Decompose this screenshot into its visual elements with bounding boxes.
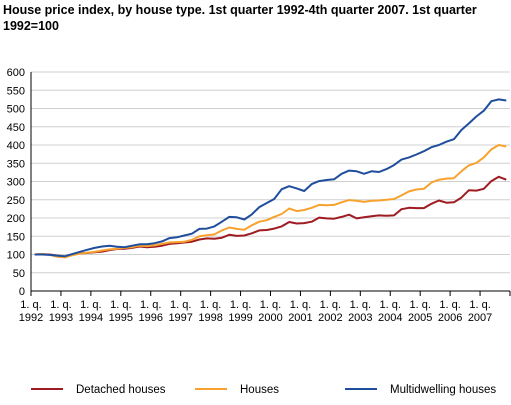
series-line-2 bbox=[34, 144, 507, 259]
y-tick-label: 250 bbox=[7, 195, 25, 207]
x-tick-label-quarter: 1. q. bbox=[50, 299, 71, 311]
x-tick-label-quarter: 1. q. bbox=[200, 299, 221, 311]
legend-label-3: Multidwelling houses bbox=[390, 384, 496, 396]
y-tick-label: 400 bbox=[7, 140, 25, 152]
x-tick-label-year: 1995 bbox=[109, 312, 133, 324]
x-tick-label-year: 1999 bbox=[228, 312, 252, 324]
x-tick-label-year: 1998 bbox=[198, 312, 222, 324]
y-tick-label: 500 bbox=[7, 104, 25, 116]
x-tick-label-quarter: 1. q. bbox=[20, 299, 41, 311]
x-tick-label-year: 2000 bbox=[258, 312, 282, 324]
legend: Detached houses Houses Multidwelling house… bbox=[31, 384, 496, 396]
x-tick-label-year: 1993 bbox=[49, 312, 73, 324]
x-tick-label-quarter: 1. q. bbox=[439, 299, 460, 311]
x-tick-label-quarter: 1. q. bbox=[260, 299, 281, 311]
x-tick-label-quarter: 1. q. bbox=[350, 299, 371, 311]
y-tick-label: 600 bbox=[7, 67, 25, 79]
y-axis: 0 50 100 150 200 250 300 350 400 450 500 550 600 bbox=[7, 67, 32, 298]
y-tick-label: 450 bbox=[7, 122, 25, 134]
x-tick-label-quarter: 1. q. bbox=[110, 299, 131, 311]
y-tick-label: 50 bbox=[13, 268, 25, 280]
x-tick-label-quarter: 1. q. bbox=[80, 299, 101, 311]
x-tick-label-year: 2003 bbox=[348, 312, 372, 324]
x-tick-label-quarter: 1. q. bbox=[320, 299, 341, 311]
x-tick-label-year: 2004 bbox=[378, 312, 402, 324]
series-lines bbox=[34, 98, 507, 259]
legend-label-1: Detached houses bbox=[76, 384, 166, 396]
gridlines bbox=[31, 71, 510, 274]
y-tick-label: 300 bbox=[7, 177, 25, 189]
series-line-1 bbox=[34, 175, 507, 258]
y-tick-label: 550 bbox=[7, 85, 25, 97]
x-tick-label-quarter: 1. q. bbox=[170, 299, 191, 311]
x-tick-label-year: 2002 bbox=[318, 312, 342, 324]
x-tick-label-year: 1996 bbox=[139, 312, 163, 324]
x-tick-label-year: 2005 bbox=[408, 312, 432, 324]
y-tick-label: 150 bbox=[7, 231, 25, 243]
y-tick-label: 350 bbox=[7, 158, 25, 170]
x-tick-label-year: 2001 bbox=[288, 312, 312, 324]
x-tick-label-quarter: 1. q. bbox=[380, 299, 401, 311]
x-tick-label-quarter: 1. q. bbox=[230, 299, 251, 311]
legend-label-2: Houses bbox=[240, 384, 279, 396]
x-tick-label-quarter: 1. q. bbox=[140, 299, 161, 311]
y-tick-label: 0 bbox=[19, 286, 25, 298]
x-tick-label-year: 1997 bbox=[168, 312, 192, 324]
x-tick-label-year: 2006 bbox=[438, 312, 462, 324]
x-tick-label-year: 1992 bbox=[19, 312, 43, 324]
x-tick-label-year: 2007 bbox=[468, 312, 492, 324]
x-tick-label-year: 1994 bbox=[79, 312, 103, 324]
x-tick-label-quarter: 1. q. bbox=[409, 299, 430, 311]
y-tick-label: 100 bbox=[7, 250, 25, 262]
x-tick-label-quarter: 1. q. bbox=[290, 299, 311, 311]
series-line-3 bbox=[34, 98, 507, 258]
x-tick-label-quarter: 1. q. bbox=[469, 299, 490, 311]
y-tick-label: 200 bbox=[7, 213, 25, 225]
chart-title: House price index, by house type. 1st qu… bbox=[3, 3, 477, 33]
